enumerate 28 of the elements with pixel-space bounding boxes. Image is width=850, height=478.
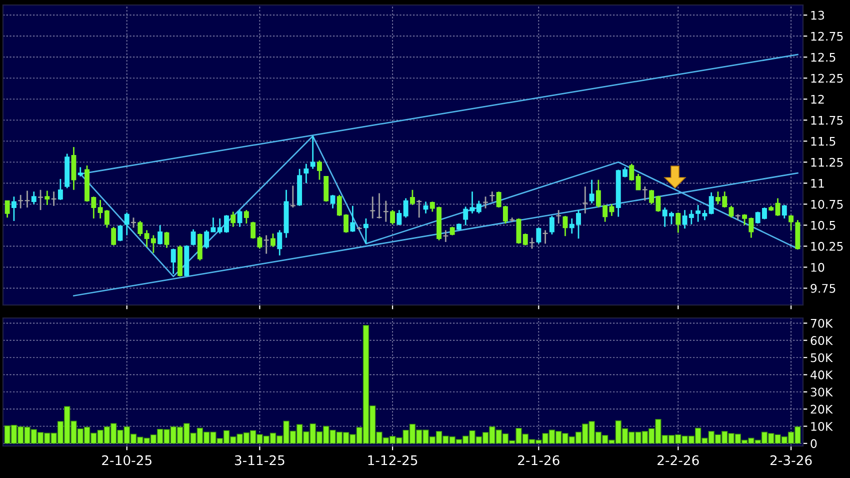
y-tick-label: 10.5 [811, 220, 836, 230]
x-tick-label: 2-3-26 [770, 455, 812, 466]
y-tick-label: 30K [810, 388, 833, 397]
y-tick-label: 0 [810, 439, 817, 448]
y-tick-label: 60K [810, 336, 833, 345]
x-tick-label: 2-2-26 [658, 455, 699, 466]
y-tick-label: 11.5 [811, 137, 836, 146]
x-tick-label: 1-12-25 [368, 455, 418, 466]
y-tick-label: 20K [810, 404, 833, 414]
y-tick-label: 40K [810, 370, 833, 380]
x-tick-label: 2-1-26 [518, 455, 560, 466]
y-tick-label: 12 [811, 94, 824, 104]
y-tick-label: 11.75 [811, 116, 843, 125]
y-tick-label: 13 [811, 10, 824, 20]
y-tick-label: 10.75 [811, 200, 843, 209]
y-tick-label: 10 [811, 262, 824, 272]
x-tick-label: 2-10-25 [102, 455, 152, 466]
y-tick-label: 11.25 [811, 158, 843, 167]
y-tick-label: 12.5 [811, 52, 836, 62]
y-tick-label: 10.25 [811, 242, 843, 251]
y-tick-label: 10K [811, 422, 833, 431]
y-tick-label: 9.75 [810, 284, 836, 293]
y-tick-label: 12.25 [811, 74, 843, 83]
x-tick-label: 3-11-25 [234, 455, 284, 466]
y-tick-label: 12.75 [811, 32, 843, 41]
y-tick-label: 50K [810, 353, 833, 362]
y-tick-label: 70K [810, 318, 833, 328]
y-tick-label: 11 [811, 179, 824, 188]
